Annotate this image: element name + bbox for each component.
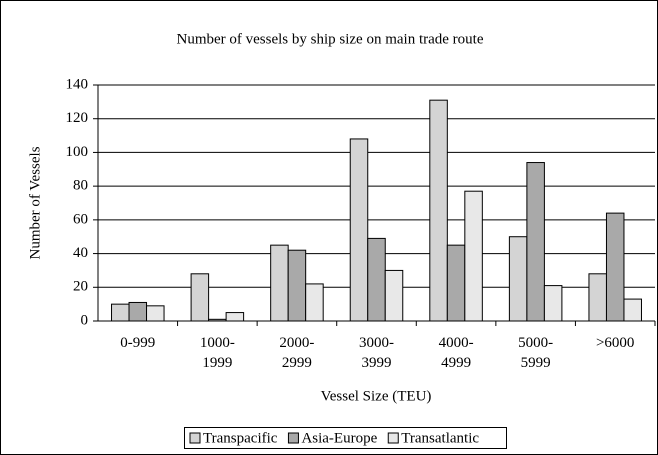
y-tick-label: 0 — [81, 312, 89, 328]
bar — [367, 237, 386, 322]
bar — [429, 99, 448, 322]
x-tick-label: 0-999 — [120, 335, 156, 351]
bar — [446, 244, 466, 322]
y-tick-label: 80 — [73, 178, 88, 194]
bar — [543, 285, 563, 322]
legend-swatch — [387, 432, 399, 444]
bar — [111, 303, 130, 322]
y-tick-label: 120 — [66, 110, 89, 126]
bar — [349, 138, 369, 322]
bar — [190, 273, 210, 322]
legend-box — [184, 427, 507, 449]
bar — [225, 312, 245, 322]
x-tick-label: >6000 — [595, 335, 635, 351]
bar — [384, 269, 404, 322]
x-axis-title: Vessel Size (TEU) — [321, 388, 432, 404]
legend-label: Transpacific — [203, 430, 278, 446]
bar — [305, 283, 324, 322]
y-tick-label: 40 — [73, 245, 88, 261]
bar — [128, 301, 148, 322]
bar — [526, 162, 545, 322]
bar — [588, 273, 607, 322]
bar — [208, 318, 227, 322]
legend-swatch — [189, 432, 201, 444]
x-tick-label: 2000- 2999 — [279, 335, 315, 371]
chart-title: Number of vessels by ship size on main t… — [176, 31, 483, 47]
legend-label: Transatlantic — [401, 430, 479, 446]
y-axis-title: Number of Vessels — [27, 146, 43, 259]
x-tick-label: 4000- 4999 — [438, 335, 474, 371]
bar — [287, 249, 307, 322]
y-tick-label: 60 — [73, 211, 88, 227]
x-tick-label: 3000- 3999 — [359, 335, 394, 371]
bar — [623, 298, 642, 322]
legend-swatch — [287, 432, 299, 444]
bar — [605, 212, 625, 322]
bar — [146, 305, 165, 322]
x-tick-label: 5000- 5999 — [518, 335, 554, 371]
bar — [464, 190, 483, 322]
y-tick-label: 100 — [66, 144, 89, 160]
bar — [508, 236, 528, 322]
y-tick-label: 20 — [73, 279, 88, 295]
legend-label: Asia-Europe — [301, 430, 377, 446]
x-tick-label: 1000- 1999 — [199, 335, 235, 371]
bar — [270, 244, 289, 322]
y-tick-label: 140 — [66, 76, 89, 92]
